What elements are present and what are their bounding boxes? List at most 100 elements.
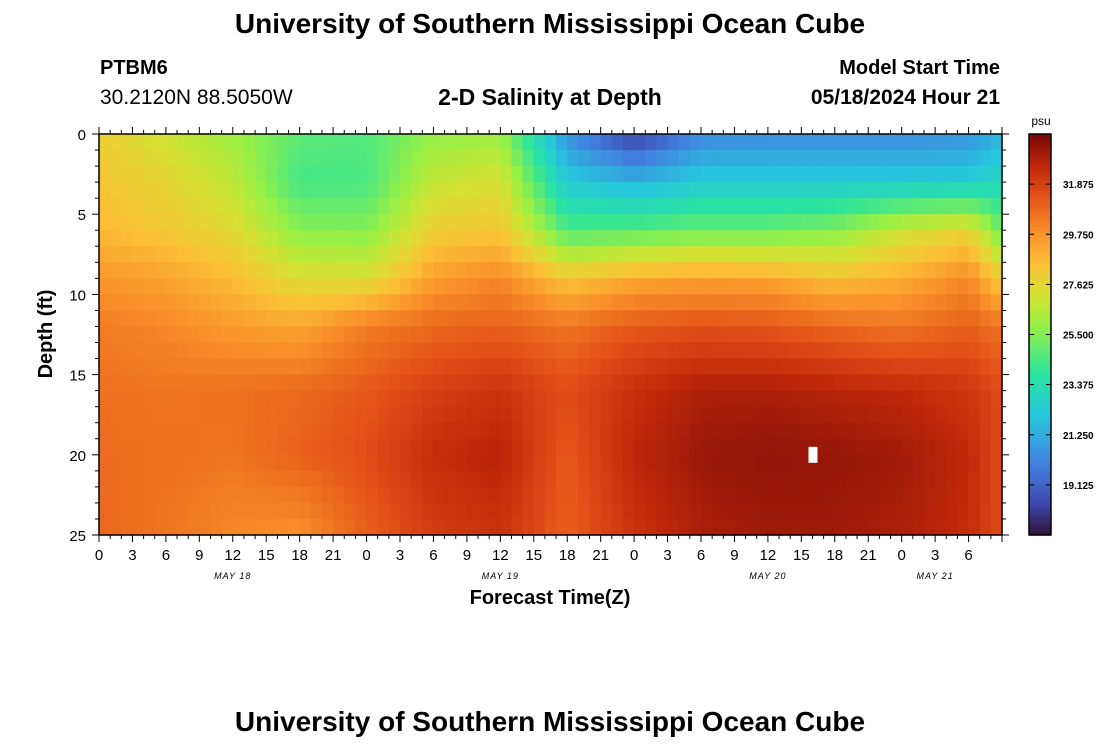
heat-cell bbox=[801, 246, 814, 263]
heat-cell bbox=[165, 166, 178, 183]
heat-cell bbox=[143, 406, 156, 424]
heat-cell bbox=[132, 166, 145, 183]
heat-cell bbox=[489, 390, 501, 408]
heat-cell bbox=[478, 230, 490, 247]
heat-cell bbox=[255, 406, 267, 424]
heat-cell bbox=[333, 326, 345, 344]
colorbar-segment bbox=[1029, 247, 1051, 252]
heat-cell bbox=[411, 342, 423, 360]
heat-cell bbox=[712, 134, 724, 151]
heat-cell bbox=[544, 438, 557, 456]
heat-cell bbox=[277, 454, 290, 472]
heat-cell bbox=[143, 374, 156, 392]
colorbar-segment bbox=[1029, 170, 1051, 175]
heat-cell bbox=[968, 358, 981, 376]
heat-cell bbox=[299, 518, 312, 536]
heat-cell bbox=[400, 358, 412, 376]
heat-cell bbox=[221, 134, 234, 151]
heat-cell bbox=[344, 358, 357, 376]
heat-cell bbox=[890, 438, 903, 456]
heat-cell bbox=[578, 486, 591, 504]
heat-cell bbox=[154, 294, 167, 312]
heat-cell bbox=[377, 166, 390, 183]
heat-cell bbox=[121, 518, 134, 536]
heat-cell bbox=[266, 438, 278, 456]
x-tick-label: 9 bbox=[463, 547, 471, 564]
heat-cell bbox=[823, 390, 836, 408]
heat-cell bbox=[645, 454, 658, 472]
heat-cell bbox=[645, 182, 658, 199]
heat-cell bbox=[333, 262, 345, 279]
heat-cell bbox=[188, 406, 200, 424]
heat-cell bbox=[210, 134, 223, 151]
colorbar-segment bbox=[1029, 200, 1051, 205]
heat-cell bbox=[310, 230, 323, 247]
heat-cell bbox=[165, 518, 178, 536]
heat-cell bbox=[879, 150, 892, 167]
heat-cell bbox=[589, 214, 602, 231]
heat-cell bbox=[321, 326, 334, 344]
heat-cell bbox=[255, 246, 267, 263]
heat-cell bbox=[444, 390, 457, 408]
heat-cell bbox=[678, 326, 691, 344]
heat-cell bbox=[912, 470, 925, 488]
heat-cell bbox=[812, 390, 825, 408]
heat-cell bbox=[589, 278, 602, 295]
heat-cell bbox=[890, 134, 903, 151]
heat-cell bbox=[411, 470, 423, 488]
heat-cell bbox=[689, 246, 702, 263]
heat-cell bbox=[611, 422, 624, 440]
x-tick-label: 6 bbox=[162, 547, 170, 564]
heat-cell bbox=[110, 406, 122, 424]
heat-cell bbox=[277, 182, 290, 199]
heat-cell bbox=[779, 182, 791, 199]
heat-cell bbox=[957, 230, 970, 247]
heat-cell bbox=[868, 406, 880, 424]
heat-cell bbox=[712, 310, 724, 328]
heat-cell bbox=[478, 262, 490, 279]
heat-cell bbox=[622, 374, 635, 392]
heat-cell bbox=[422, 406, 435, 424]
heat-cell bbox=[377, 406, 390, 424]
heat-cell bbox=[422, 230, 435, 247]
heat-cell bbox=[444, 246, 457, 263]
heat-cell bbox=[667, 486, 680, 504]
heat-cell bbox=[823, 326, 836, 344]
heat-cell bbox=[478, 198, 490, 215]
heat-cell bbox=[288, 438, 301, 456]
heat-cell bbox=[611, 454, 624, 472]
heat-cell bbox=[912, 246, 925, 263]
heat-cell bbox=[210, 246, 223, 263]
heat-cell bbox=[823, 262, 836, 279]
heat-cell bbox=[321, 518, 334, 536]
heat-cell bbox=[589, 166, 602, 183]
heat-cell bbox=[522, 150, 535, 167]
heat-cell bbox=[444, 438, 457, 456]
y-tick-label: 10 bbox=[69, 287, 86, 304]
heat-cell bbox=[845, 310, 858, 328]
heat-cell bbox=[199, 134, 212, 151]
heat-cell bbox=[667, 150, 680, 167]
heat-cell bbox=[556, 486, 568, 504]
heat-cell bbox=[756, 518, 769, 536]
heat-cell bbox=[400, 166, 412, 183]
heat-cell bbox=[645, 518, 658, 536]
heat-cell bbox=[845, 502, 858, 520]
heat-cell bbox=[455, 486, 468, 504]
heat-cell bbox=[344, 326, 357, 344]
heat-cell bbox=[333, 358, 345, 376]
heat-cell bbox=[411, 214, 423, 231]
heat-cell bbox=[188, 438, 200, 456]
heat-cell bbox=[912, 406, 925, 424]
heat-cell bbox=[288, 214, 301, 231]
colorbar-segment bbox=[1029, 311, 1051, 316]
heat-cell bbox=[667, 454, 680, 472]
heat-cell bbox=[622, 358, 635, 376]
heat-cell bbox=[232, 422, 245, 440]
heat-cell bbox=[177, 246, 189, 263]
heat-cell bbox=[110, 310, 122, 328]
colorbar-segment bbox=[1029, 140, 1051, 145]
heat-cell bbox=[366, 198, 379, 215]
heat-cell bbox=[745, 470, 758, 488]
